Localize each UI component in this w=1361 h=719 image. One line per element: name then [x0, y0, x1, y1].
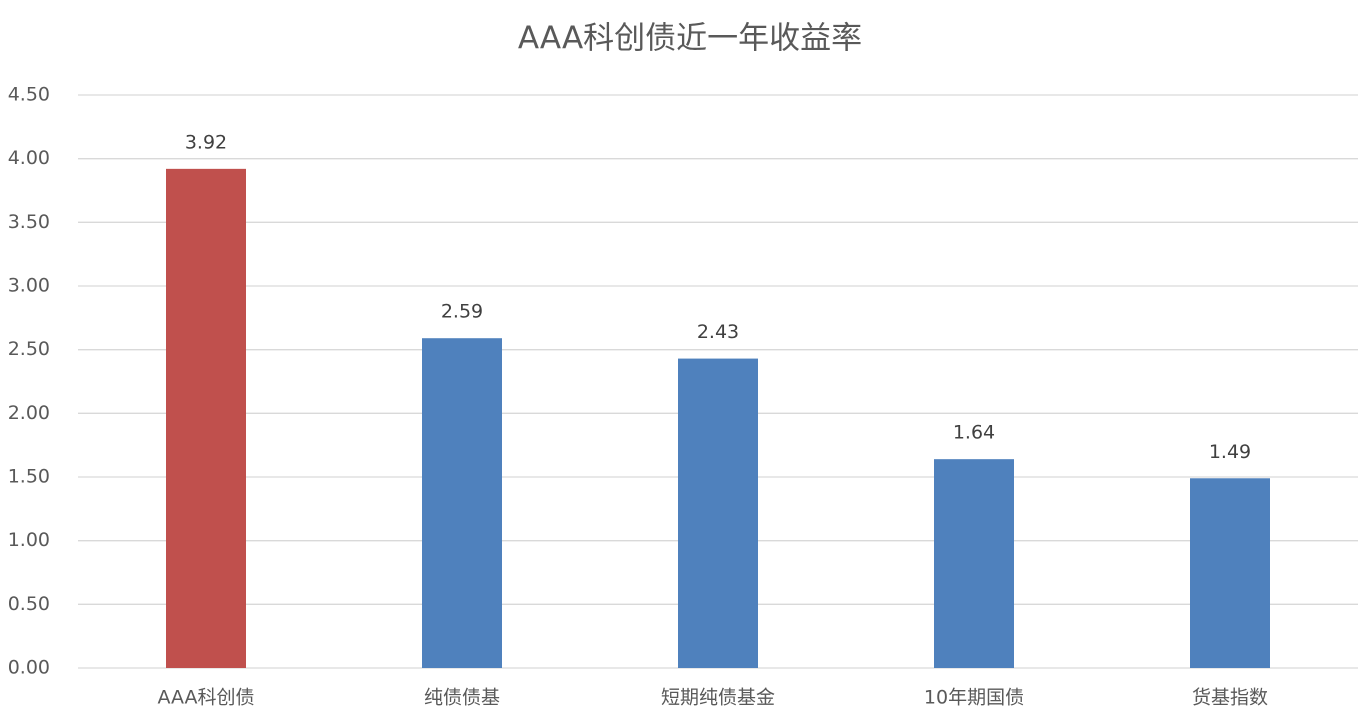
y-tick-label: 3.50 — [8, 211, 50, 233]
y-tick-label: 0.00 — [8, 657, 50, 679]
data-label: 3.92 — [185, 131, 227, 153]
bar — [1190, 478, 1270, 668]
data-label: 2.43 — [697, 321, 739, 343]
x-tick-label: AAA科创债 — [157, 687, 254, 709]
y-tick-label: 0.50 — [8, 593, 50, 615]
bar — [934, 459, 1014, 668]
bar — [678, 358, 758, 668]
y-tick-label: 2.00 — [8, 402, 50, 424]
data-label: 2.59 — [441, 301, 483, 323]
bar — [422, 338, 502, 668]
x-tick-label: 货基指数 — [1192, 687, 1268, 709]
y-tick-label: 2.50 — [8, 338, 50, 360]
x-tick-label: 短期纯债基金 — [661, 687, 775, 709]
x-tick-label: 纯债债基 — [424, 687, 500, 709]
chart-title: AAA科创债近一年收益率 — [518, 21, 862, 57]
data-label: 1.49 — [1209, 441, 1251, 463]
y-tick-label: 4.50 — [8, 84, 50, 106]
y-tick-label: 1.50 — [8, 466, 50, 488]
x-tick-label: 10年期国债 — [924, 687, 1024, 709]
data-label: 1.64 — [953, 422, 995, 444]
bar — [166, 168, 246, 668]
y-tick-label: 3.00 — [8, 275, 50, 297]
y-tick-label: 1.00 — [8, 529, 50, 551]
y-tick-label: 4.00 — [8, 147, 50, 169]
